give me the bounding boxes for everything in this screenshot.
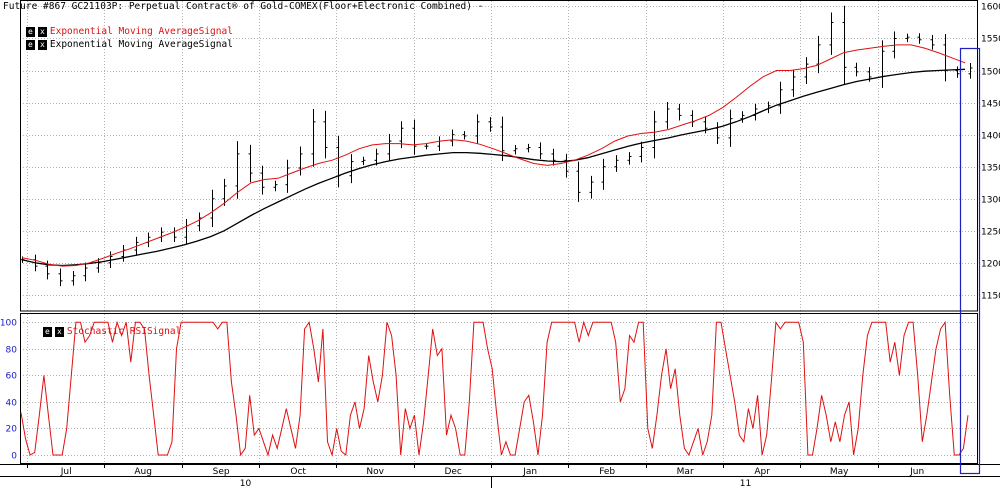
month-label: Feb: [599, 467, 615, 477]
selection-rectangle: [959, 47, 981, 475]
year-label: 11: [740, 479, 751, 488]
oscillator-tick-label: 20: [6, 425, 18, 435]
legend-stoch: e x Stochastic RSISignal: [20, 314, 181, 350]
legend-ema-slow: e x Exponential Moving AverageSignal: [3, 27, 233, 63]
month-label: Apr: [754, 467, 770, 477]
price-tick-label: 1500: [981, 68, 1000, 78]
edit-button[interactable]: e: [25, 39, 35, 50]
price-tick-label: 1550: [981, 35, 1000, 45]
grid-layer: [20, 1, 977, 463]
chart-title: Future #867 GC21103P: Perpetual Contract…: [3, 1, 484, 12]
price-tick-label: 1400: [981, 132, 1000, 142]
legend-ema-fast-label: Exponential Moving AverageSignal: [49, 26, 233, 37]
legend-stoch-label: Stochastic RSISignal: [66, 326, 182, 337]
price-tick-label: 1300: [981, 196, 1000, 206]
oscillator-tick-label: 80: [6, 346, 18, 356]
month-label: Aug: [134, 467, 152, 477]
month-label: Dec: [444, 467, 461, 477]
legend-ema-slow-label: Exponential Moving AverageSignal: [49, 39, 233, 50]
legend-ema-fast: e x Exponential Moving AverageSignal: [3, 14, 233, 50]
month-label: Jul: [60, 467, 72, 477]
month-label: Nov: [366, 467, 384, 477]
price-tick-label: 1200: [981, 260, 1000, 270]
edit-button[interactable]: e: [42, 326, 52, 337]
axis-labels: 1150 1200 1250 1300 1350 1400 1450 1500 1550 1600…: [0, 3, 1000, 490]
close-button[interactable]: x: [54, 326, 64, 337]
price-tick-label: 1450: [981, 100, 1000, 110]
ema-slow-line: [21, 68, 966, 267]
frame-layer: [0, 0, 1000, 477]
month-label: Mar: [677, 467, 694, 477]
oscillator-tick-label: 60: [6, 372, 18, 382]
price-tick-label: 1250: [981, 228, 1000, 238]
price-tick-label: 1150: [981, 292, 1000, 302]
selection-box: [959, 47, 981, 475]
oscillator-panel-frame: [20, 313, 978, 464]
month-label: Jan: [522, 467, 537, 477]
ema-fast-line: [21, 44, 966, 267]
oscillator-tick-label: 0: [11, 452, 17, 462]
price-panel-frame: [20, 0, 978, 312]
close-button[interactable]: x: [37, 26, 47, 37]
price-bars: [20, 5, 973, 287]
month-label: Sep: [213, 467, 230, 477]
stochastic-rsi-line: [20, 320, 969, 457]
oscillator-tick-label: 40: [6, 399, 18, 409]
month-label: May: [830, 467, 849, 477]
month-label: Oct: [290, 467, 306, 477]
month-label: Jun: [909, 467, 924, 477]
price-tick-label: 1350: [981, 164, 1000, 174]
oscillator-tick-label: 100: [0, 319, 17, 329]
close-button[interactable]: x: [37, 39, 47, 50]
year-label: 10: [240, 479, 252, 488]
stochastic-line: [20, 320, 969, 457]
edit-button[interactable]: e: [25, 26, 35, 37]
ema-lines: [21, 44, 966, 267]
